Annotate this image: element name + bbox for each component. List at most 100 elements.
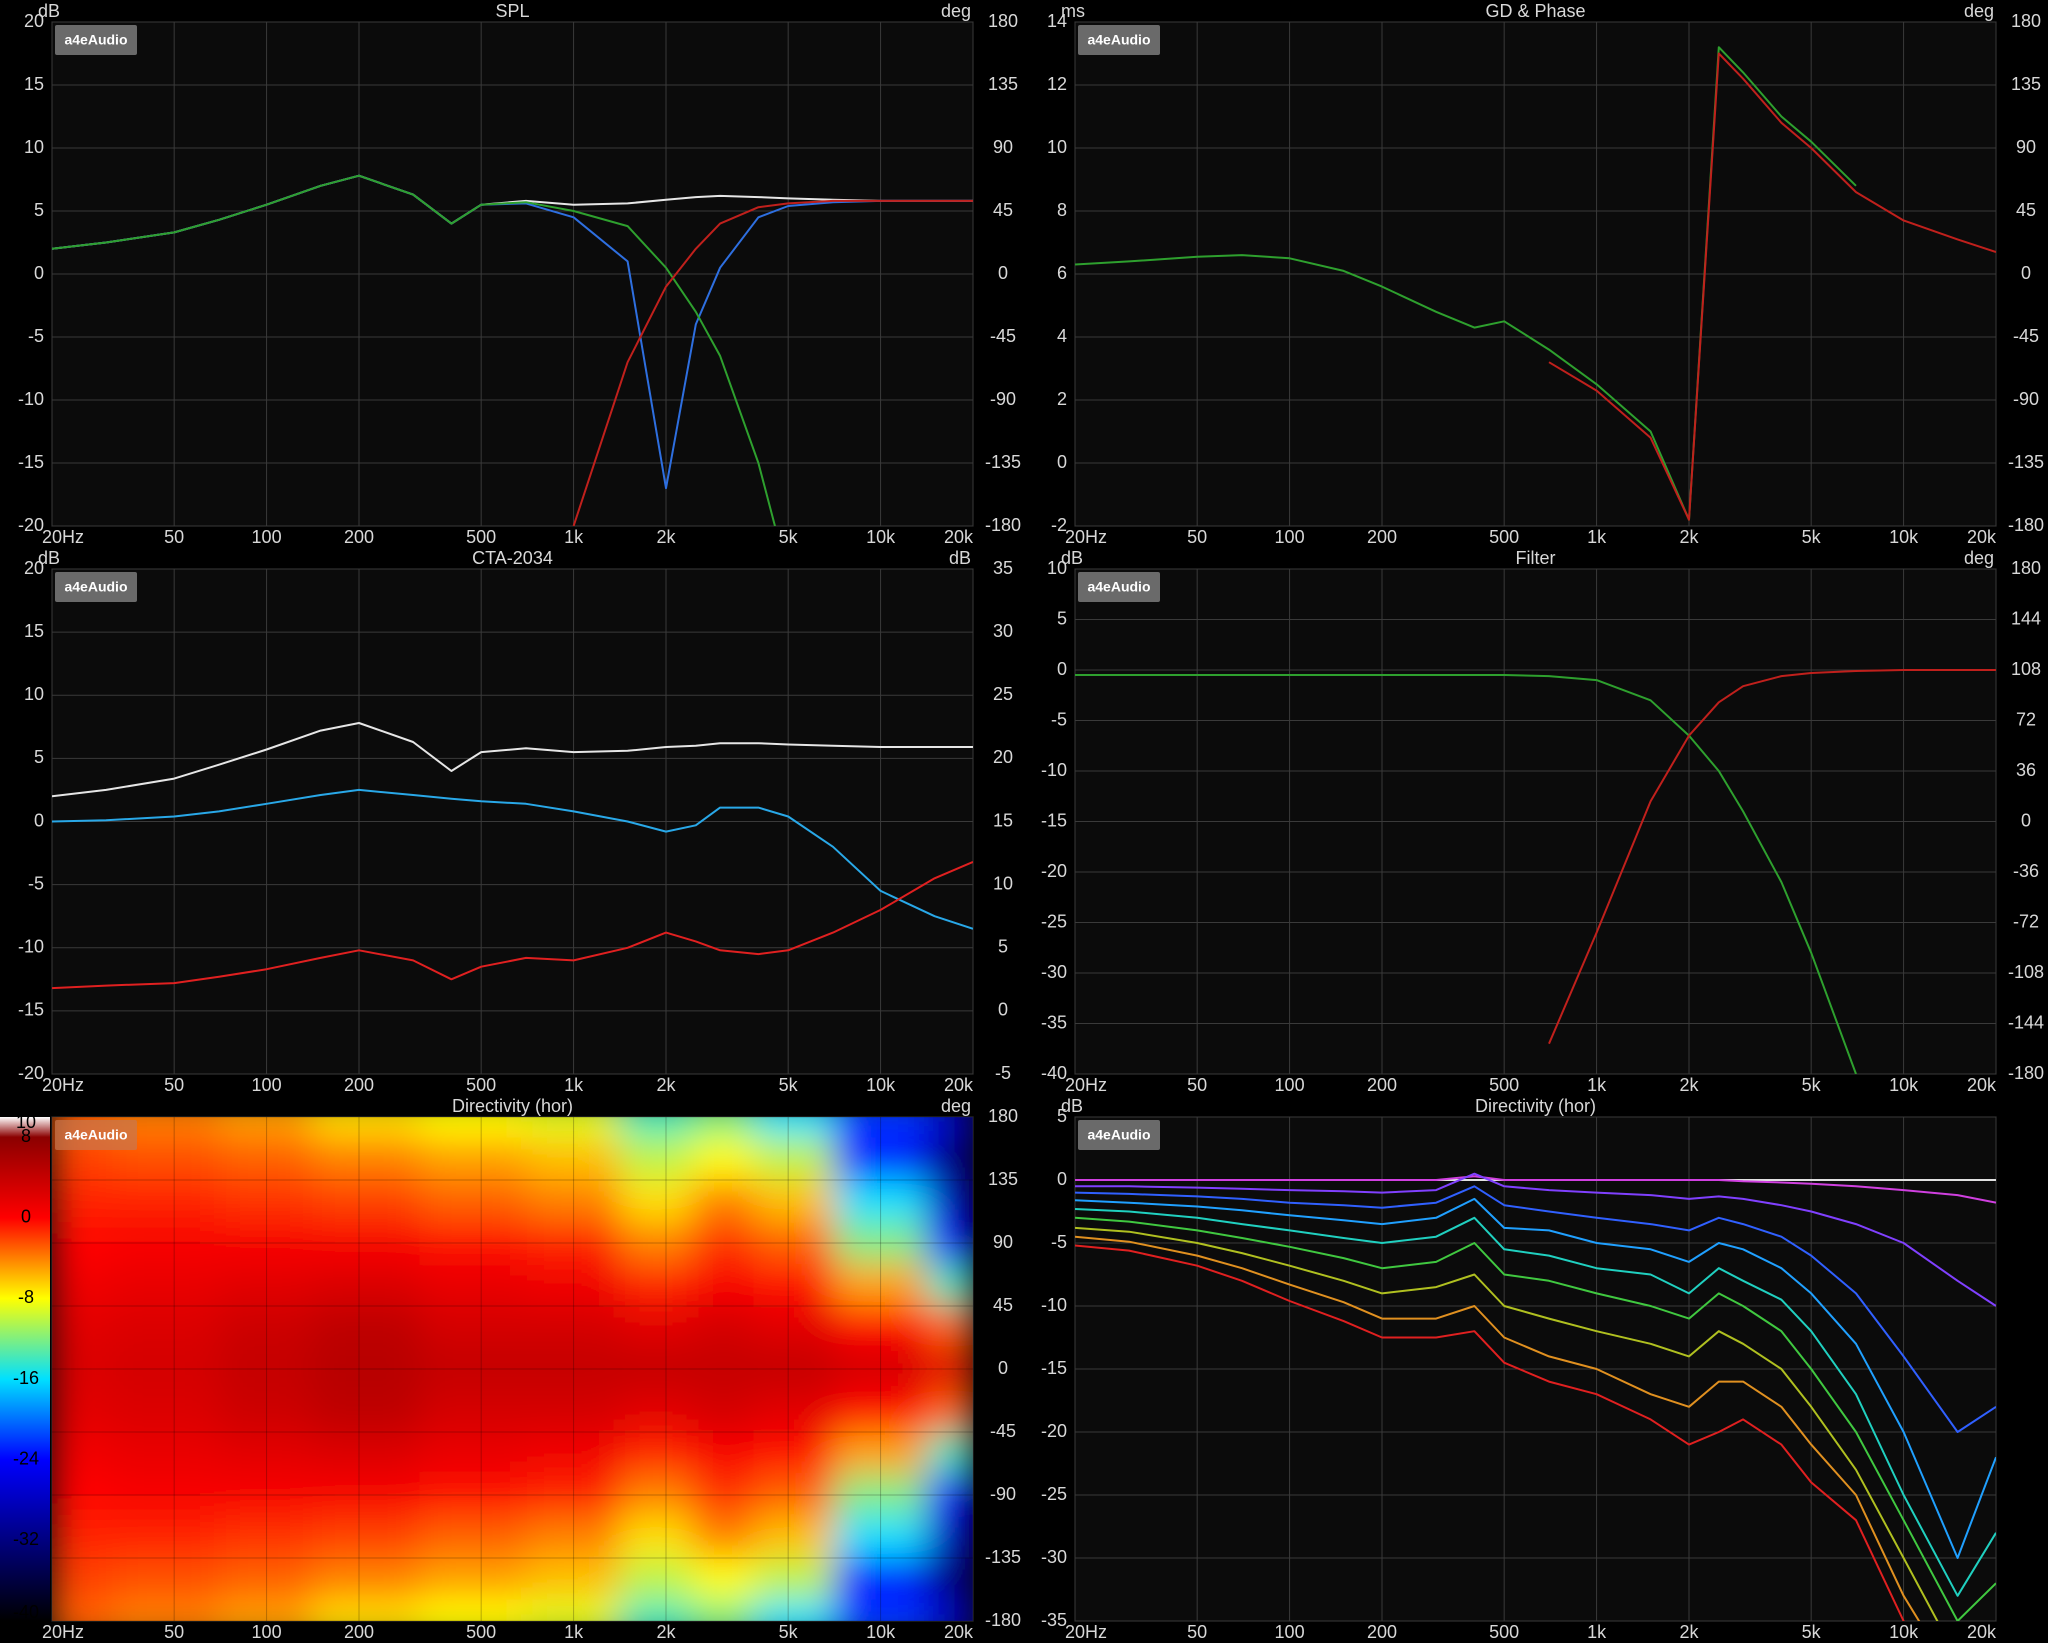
y2-tick-label: -90 bbox=[990, 389, 1016, 409]
y-tick-label: -15 bbox=[1041, 810, 1067, 830]
heat-cell bbox=[219, 1117, 314, 1139]
series-line bbox=[1548, 669, 1996, 1045]
heat-cell bbox=[926, 1137, 973, 1181]
logo-box bbox=[1078, 572, 1160, 602]
x-tick-label: 50 bbox=[164, 1622, 184, 1642]
y-tick-label: -10 bbox=[1041, 760, 1067, 780]
y-tick-label: -10 bbox=[18, 389, 44, 409]
heat-cell bbox=[619, 1263, 694, 1307]
logo: a4eAudio bbox=[1087, 32, 1150, 48]
heat-cell bbox=[692, 1515, 755, 1559]
heatmap-cells bbox=[52, 1117, 973, 1621]
heat-cell bbox=[926, 1515, 973, 1559]
heat-cell bbox=[526, 1221, 621, 1265]
colorbar-tick-label: 10 bbox=[16, 1112, 36, 1132]
y-tick-label: 20 bbox=[24, 11, 44, 31]
heat-cell bbox=[753, 1117, 835, 1139]
y-tick-label: 0 bbox=[998, 1358, 1008, 1378]
chart-title: SPL bbox=[495, 1, 529, 21]
y2-tick-label: 45 bbox=[993, 200, 1013, 220]
x-tick-label: 200 bbox=[344, 527, 374, 547]
heat-cell bbox=[692, 1473, 755, 1517]
y2-tick-label: 5 bbox=[998, 937, 1008, 957]
series-line bbox=[52, 860, 973, 990]
x-tick-label: 100 bbox=[252, 1075, 282, 1095]
y-tick-label: -20 bbox=[1041, 1421, 1067, 1441]
heat-cell bbox=[833, 1473, 928, 1517]
heat-cell bbox=[833, 1117, 928, 1139]
x-tick-label: 500 bbox=[1489, 527, 1519, 547]
y2-tick-label: -5 bbox=[995, 1063, 1011, 1083]
heat-cell bbox=[112, 1117, 221, 1139]
y-tick-label: -5 bbox=[1051, 1232, 1067, 1252]
y-tick-label: 10 bbox=[1047, 137, 1067, 157]
heat-cell bbox=[753, 1137, 835, 1181]
heat-cell bbox=[52, 1515, 114, 1559]
x-tick-label: 1k bbox=[1587, 527, 1607, 547]
heat-cell bbox=[619, 1515, 694, 1559]
y-tick-label: -20 bbox=[18, 1063, 44, 1083]
y-tick-label: -35 bbox=[1041, 1012, 1067, 1032]
heat-cell bbox=[419, 1221, 528, 1265]
heat-cell bbox=[526, 1431, 621, 1475]
heat-cell bbox=[52, 1431, 114, 1475]
x-tick-label: 500 bbox=[466, 527, 496, 547]
y2-tick-label: -36 bbox=[2013, 861, 2039, 881]
y-tick-label: -15 bbox=[1041, 1358, 1067, 1378]
heat-cell bbox=[312, 1599, 421, 1621]
x-tick-label: 2k bbox=[1679, 1075, 1699, 1095]
y2-axis-label: deg bbox=[941, 1096, 971, 1116]
series-line bbox=[1075, 1197, 1996, 1559]
x-tick-label: 100 bbox=[1275, 527, 1305, 547]
y2-axis-label: dB bbox=[949, 548, 971, 568]
logo: a4eAudio bbox=[1087, 1127, 1150, 1143]
heat-cell bbox=[419, 1179, 528, 1223]
heat-cell bbox=[926, 1117, 973, 1139]
heat-cell bbox=[219, 1515, 314, 1559]
heat-cell bbox=[219, 1221, 314, 1265]
heat-cell bbox=[219, 1137, 314, 1181]
y-tick-label: 90 bbox=[993, 1232, 1013, 1252]
x-tick-label: 1k bbox=[1587, 1075, 1607, 1095]
series-line bbox=[1075, 1172, 1996, 1307]
heat-cell bbox=[419, 1137, 528, 1181]
heat-cell bbox=[753, 1263, 835, 1307]
heat-cell bbox=[692, 1557, 755, 1601]
y2-tick-label: 45 bbox=[2016, 200, 2036, 220]
y-tick-label: -135 bbox=[985, 1547, 1021, 1567]
series-line bbox=[1075, 1235, 1921, 1621]
y-tick-label: -25 bbox=[1041, 1484, 1067, 1504]
heat-cell bbox=[112, 1305, 221, 1349]
heat-cell bbox=[692, 1305, 755, 1349]
x-tick-label: 20Hz bbox=[1065, 1075, 1107, 1095]
series-line bbox=[1075, 1175, 1996, 1204]
heat-cell bbox=[312, 1347, 421, 1391]
heat-cell bbox=[753, 1179, 835, 1223]
heat-cell bbox=[219, 1473, 314, 1517]
y-tick-label: -15 bbox=[18, 1000, 44, 1020]
heat-cell bbox=[619, 1117, 694, 1139]
y-tick-label: 12 bbox=[1047, 74, 1067, 94]
colorbar-tick-label: 0 bbox=[21, 1207, 31, 1227]
heat-cell bbox=[52, 1389, 114, 1433]
x-tick-label: 10k bbox=[1889, 527, 1919, 547]
heat-cell bbox=[692, 1599, 755, 1621]
y-tick-label: 10 bbox=[1047, 558, 1067, 578]
heat-cell bbox=[112, 1557, 221, 1601]
heat-cell bbox=[833, 1221, 928, 1265]
y2-tick-label: -108 bbox=[2008, 962, 2044, 982]
heat-cell bbox=[419, 1515, 528, 1559]
y2-tick-label: 135 bbox=[2011, 74, 2041, 94]
heat-cell bbox=[419, 1263, 528, 1307]
x-tick-label: 20k bbox=[944, 527, 974, 547]
y2-tick-label: -90 bbox=[2013, 389, 2039, 409]
heat-cell bbox=[112, 1431, 221, 1475]
heat-cell bbox=[52, 1473, 114, 1517]
x-tick-label: 1k bbox=[1587, 1622, 1607, 1642]
heat-cell bbox=[112, 1473, 221, 1517]
x-tick-label: 200 bbox=[344, 1622, 374, 1642]
x-tick-label: 200 bbox=[1367, 1622, 1397, 1642]
heat-cell bbox=[753, 1221, 835, 1265]
heat-cell bbox=[219, 1347, 314, 1391]
y2-axis-label: deg bbox=[1964, 548, 1994, 568]
